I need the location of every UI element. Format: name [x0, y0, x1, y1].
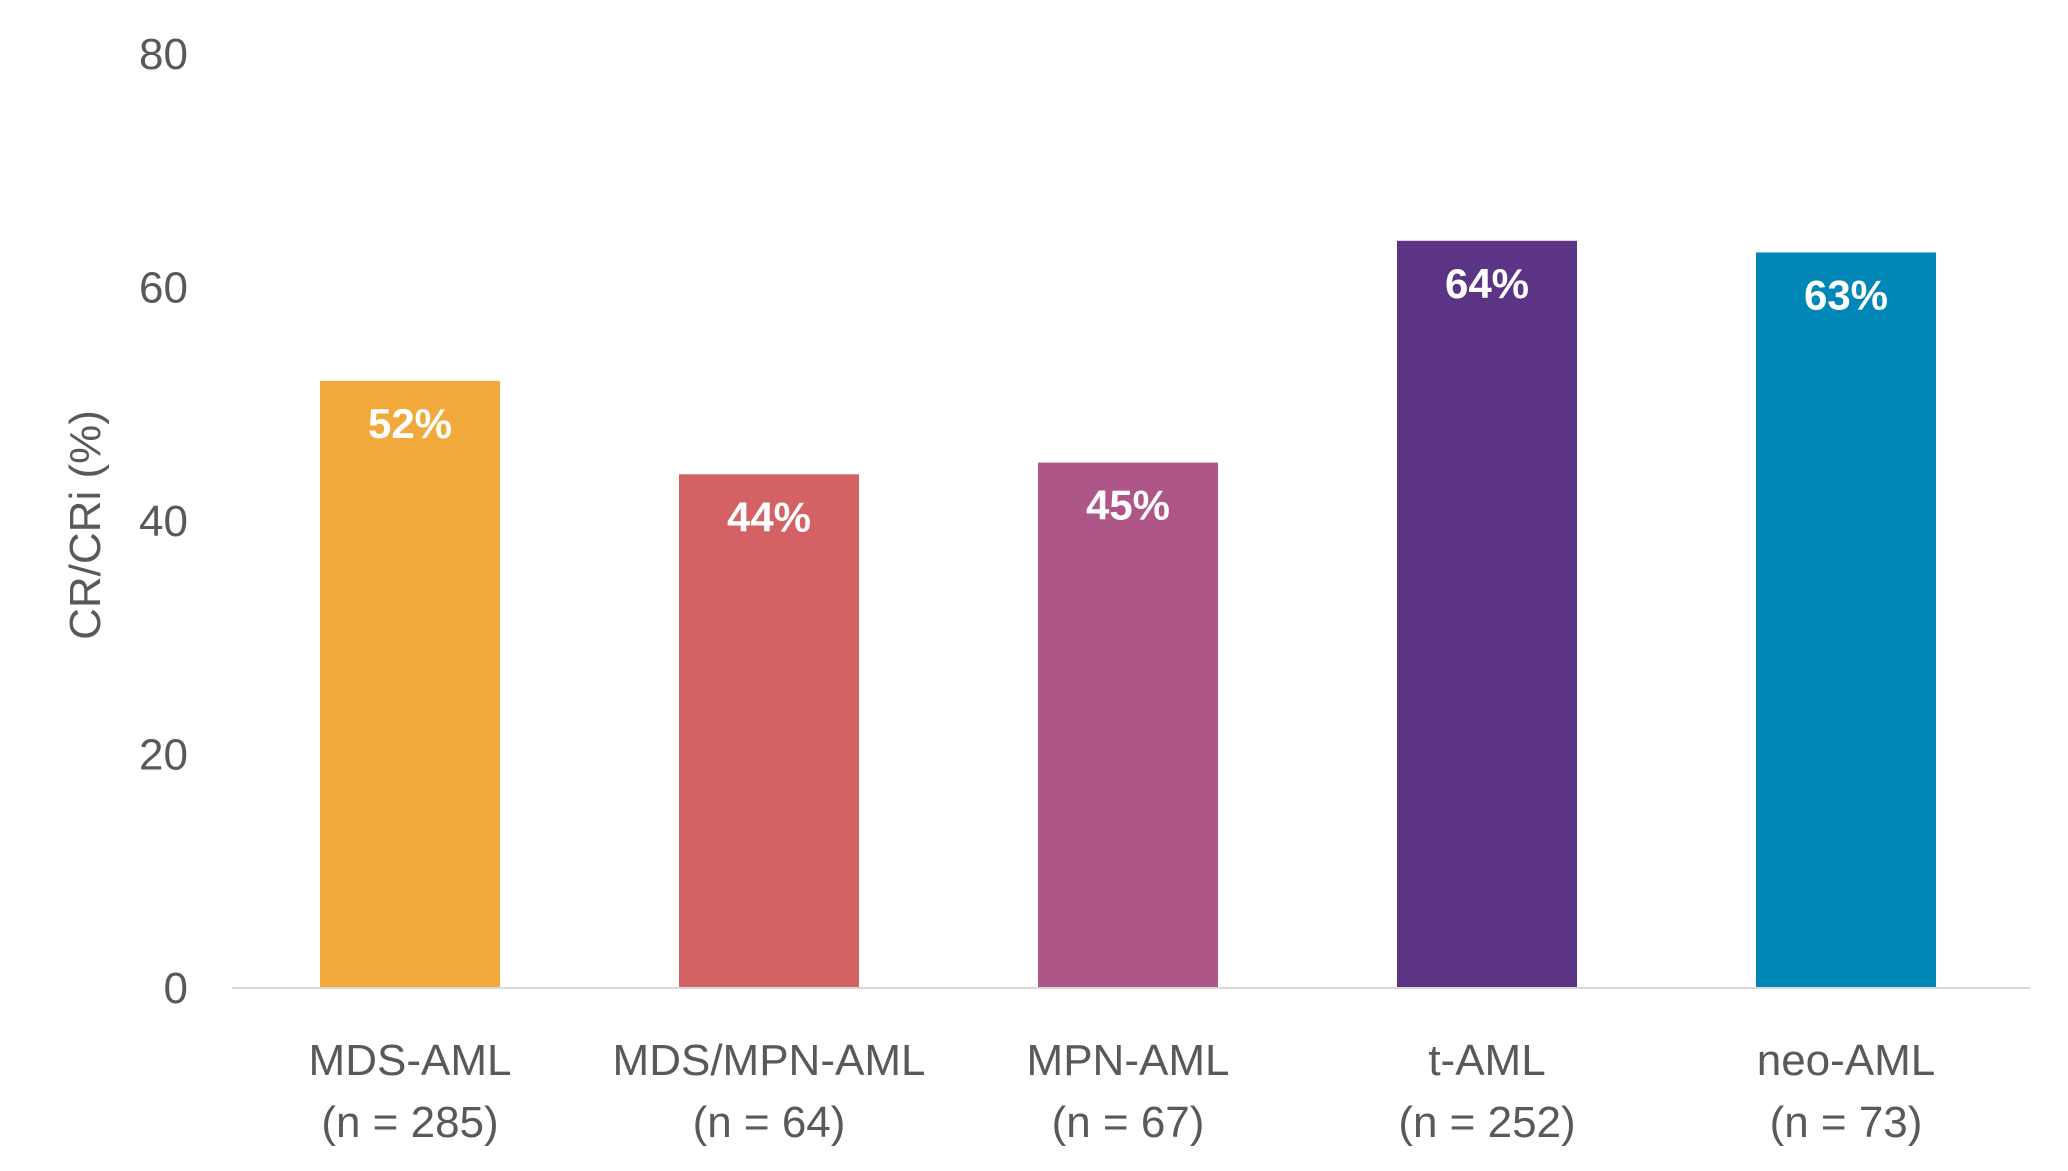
bar — [1038, 462, 1218, 988]
x-category-label: t-AML — [1428, 1036, 1545, 1085]
y-tick-label: 60 — [139, 264, 188, 313]
x-category-n-label: (n = 64) — [693, 1098, 846, 1147]
category-labels: MDS-AML (n = 285) MDS/MPN-AML (n = 64) MPN-A… — [309, 1036, 1936, 1147]
bar — [320, 380, 500, 988]
bar — [1756, 252, 1936, 989]
y-axis-ticks: 0 20 40 60 80 — [139, 30, 188, 1013]
bars-group: 52% 44% 45% 64% 63% — [320, 240, 1936, 989]
bar — [1397, 240, 1577, 989]
y-tick-label: 0 — [164, 964, 188, 1013]
y-tick-label: 80 — [139, 30, 188, 79]
x-category-n-label: (n = 285) — [321, 1098, 498, 1147]
x-category-n-label: (n = 73) — [1770, 1098, 1923, 1147]
x-category-n-label: (n = 67) — [1052, 1098, 1205, 1147]
x-category-label: MPN-AML — [1027, 1036, 1230, 1085]
y-tick-label: 40 — [139, 497, 188, 546]
bar-value-label: 63% — [1804, 271, 1888, 318]
bar-value-label: 52% — [368, 400, 452, 447]
x-category-label: MDS/MPN-AML — [613, 1036, 926, 1085]
bar — [679, 474, 859, 988]
x-category-label: neo-AML — [1757, 1036, 1936, 1085]
bar-value-label: 44% — [727, 493, 811, 540]
x-category-label: MDS-AML — [309, 1036, 512, 1085]
x-category-n-label: (n = 252) — [1398, 1098, 1575, 1147]
y-axis-title: CR/CRi (%) — [61, 410, 110, 640]
bar-value-label: 64% — [1445, 260, 1529, 307]
y-tick-label: 20 — [139, 731, 188, 780]
bar-value-label: 45% — [1086, 482, 1170, 529]
